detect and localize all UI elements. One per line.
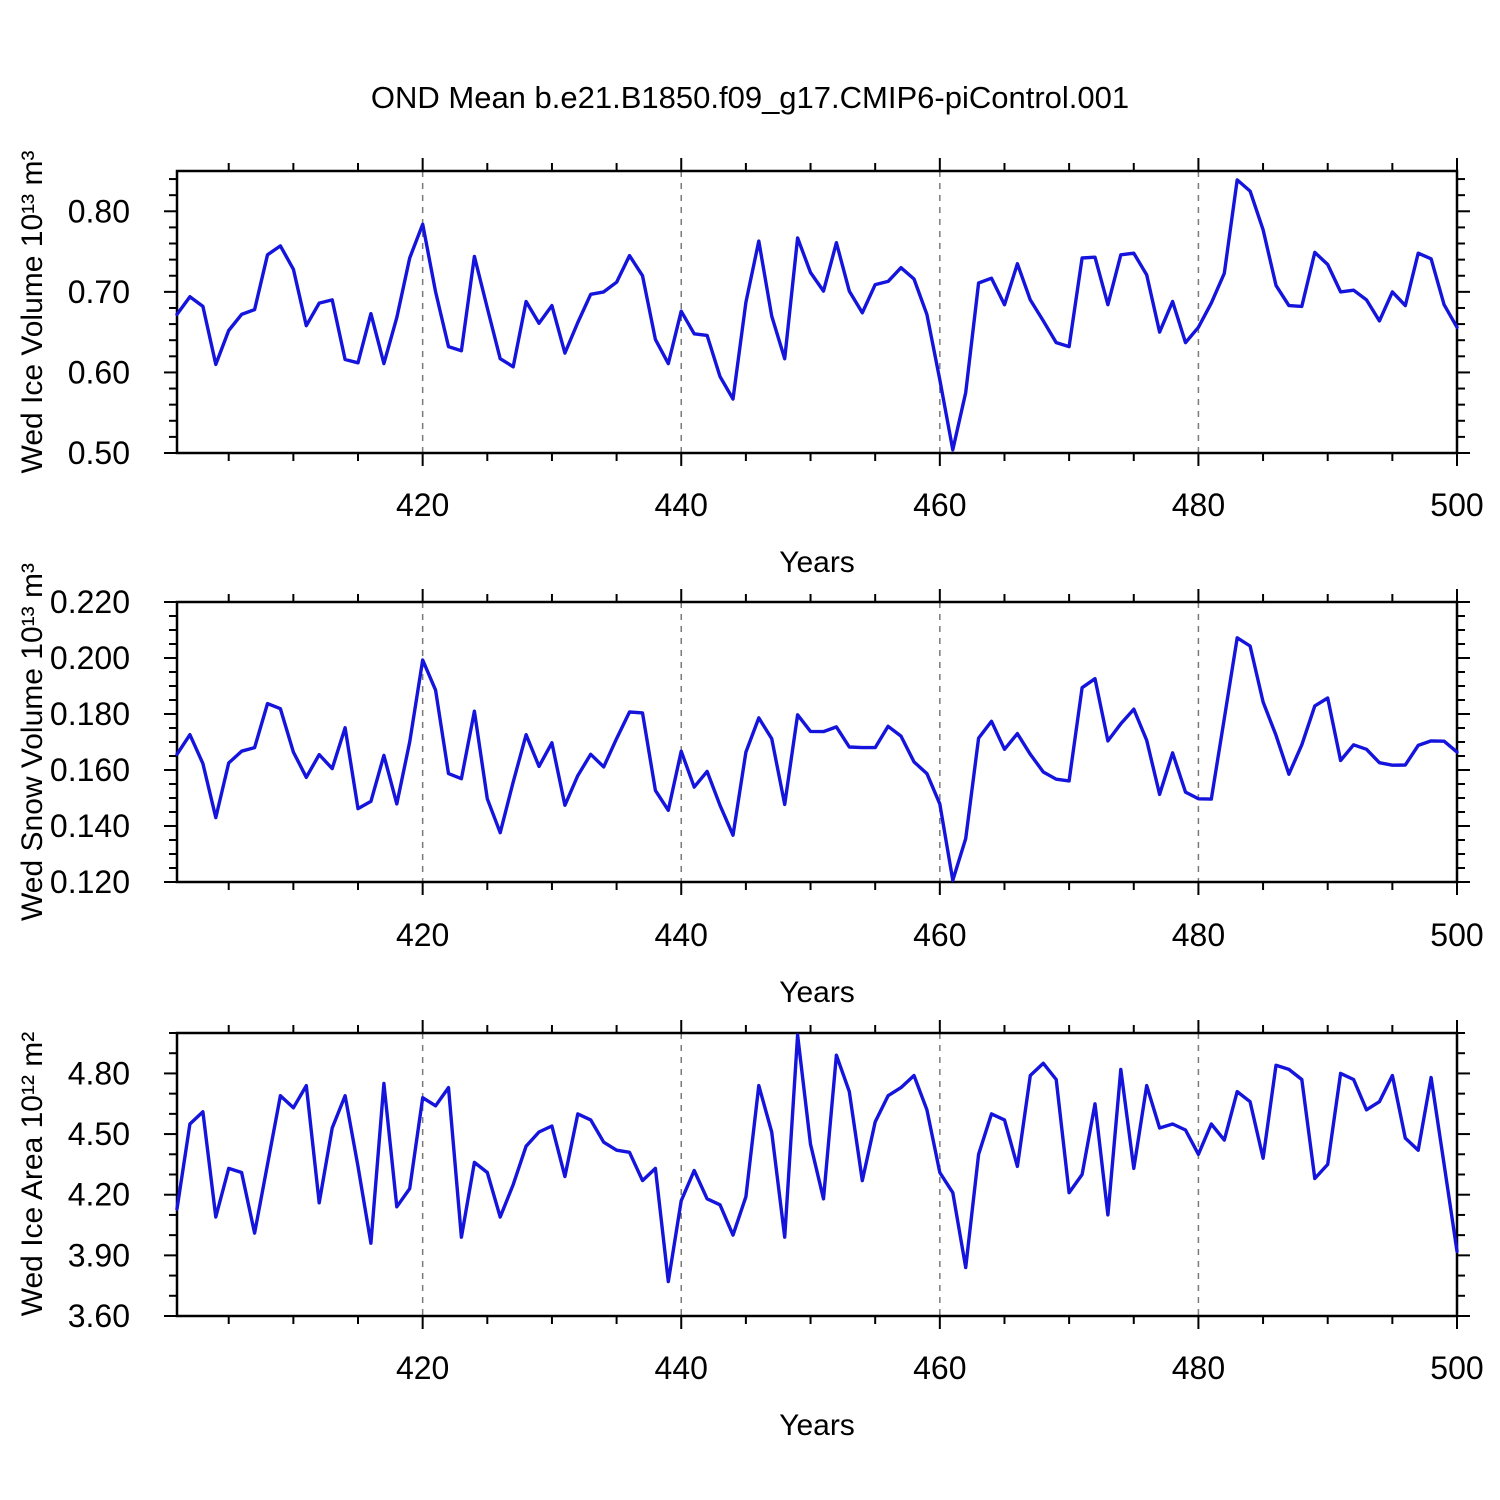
panel3-xtick-label-480: 480 — [1172, 1350, 1225, 1386]
panel2-xtick-label-440: 440 — [655, 917, 708, 953]
panel2-ytick-label-0.180: 0.180 — [50, 696, 130, 732]
panel2-y-axis-label: Wed Snow Volume 10¹³ m³ — [16, 563, 49, 921]
panel2-xtick-label-420: 420 — [396, 917, 449, 953]
panel3-frame — [175, 1031, 1459, 1318]
panel3-ytick-label-4.50: 4.50 — [68, 1116, 130, 1152]
panel1-xtick-label-460: 460 — [913, 487, 966, 523]
panel3-ytick-label-4.20: 4.20 — [68, 1177, 130, 1213]
panel3-y-axis-label: Wed Ice Area 10¹² m² — [16, 1031, 49, 1317]
panel3-xtick-label-440: 440 — [655, 1350, 708, 1386]
panel2-x-axis-label: Years — [779, 976, 855, 1009]
panel3-ytick-label-3.90: 3.90 — [68, 1237, 130, 1273]
panel2-xtick-label-500: 500 — [1430, 917, 1483, 953]
panel2-ytick-label-0.220: 0.220 — [50, 584, 130, 620]
chart-title: OND Mean b.e21.B1850.f09_g17.CMIP6-piCon… — [370, 80, 1130, 115]
panel1-ytick-label-0.80: 0.80 — [68, 193, 130, 229]
panel1-ytick-label-0.50: 0.50 — [68, 435, 130, 471]
panel3-x-axis-label: Years — [779, 1409, 855, 1442]
panel1-x-axis-label: Years — [779, 546, 855, 579]
panel3-ytick-label-4.80: 4.80 — [68, 1055, 130, 1091]
panel1-y-axis-label: Wed Ice Volume 10¹³ m³ — [16, 150, 49, 474]
panel3-ytick-label-3.60: 3.60 — [68, 1298, 130, 1334]
panel2-ytick-label-0.160: 0.160 — [50, 752, 130, 788]
panel2-xtick-label-460: 460 — [913, 917, 966, 953]
panel2-xtick-label-480: 480 — [1172, 917, 1225, 953]
panel1-xtick-label-480: 480 — [1172, 487, 1225, 523]
panel2-series-line — [175, 636, 1459, 882]
panel2-frame — [175, 600, 1459, 884]
panel2-ytick-label-0.140: 0.140 — [50, 808, 130, 844]
panel3-xtick-label-500: 500 — [1430, 1350, 1483, 1386]
panel2-ytick-label-0.200: 0.200 — [50, 640, 130, 676]
panel2-ytick-label-0.120: 0.120 — [50, 864, 130, 900]
panel3-xtick-label-460: 460 — [913, 1350, 966, 1386]
panel1-xtick-label-500: 500 — [1430, 487, 1483, 523]
panel1-xtick-label-420: 420 — [396, 487, 449, 523]
panel3-xtick-label-420: 420 — [396, 1350, 449, 1386]
panel1-xtick-label-440: 440 — [655, 487, 708, 523]
panel1-ytick-label-0.70: 0.70 — [68, 274, 130, 310]
panel3-series-line — [175, 1033, 1459, 1284]
panel1-series-line — [175, 178, 1459, 452]
panel1-ytick-label-0.60: 0.60 — [68, 354, 130, 390]
panel1-frame — [175, 169, 1459, 455]
